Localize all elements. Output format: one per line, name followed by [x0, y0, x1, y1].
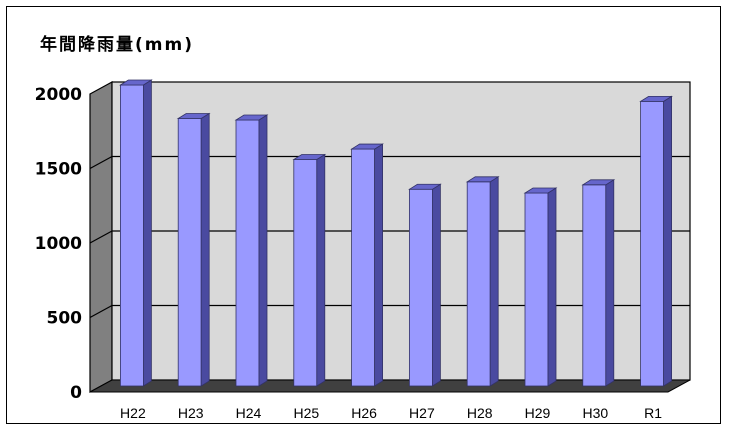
x-tick-label: H23 — [178, 405, 204, 421]
bar — [639, 95, 673, 387]
y-axis-ticks: 0 500 1000 1500 2000 — [35, 85, 82, 403]
x-tick-label: H28 — [467, 405, 493, 421]
bar — [465, 176, 500, 387]
x-axis-ticks: H22 H23 H24 H25 H26 H27 H28 H29 H30 R1 — [120, 405, 662, 421]
bar-front — [120, 84, 144, 387]
bar-front — [524, 192, 549, 387]
bar-top — [581, 179, 616, 186]
bars — [119, 79, 673, 387]
bar-top — [234, 114, 269, 121]
bar — [523, 187, 558, 387]
bar-side — [200, 112, 210, 387]
bar-front — [177, 118, 202, 387]
bar-side — [663, 95, 672, 387]
bar — [292, 153, 327, 387]
bar-front — [582, 184, 607, 387]
bar-side — [142, 79, 152, 387]
y-tick-label: 1500 — [35, 160, 82, 180]
bar-side — [431, 183, 441, 387]
x-tick-label: R1 — [644, 405, 662, 421]
x-tick-label: H30 — [582, 405, 608, 421]
bar-side — [316, 153, 326, 387]
bar-front — [235, 119, 260, 387]
bar-front — [351, 148, 376, 387]
x-tick-label: H22 — [120, 405, 146, 421]
bar — [119, 79, 153, 387]
bar-side — [605, 179, 615, 387]
bar-side — [258, 114, 268, 387]
bar-front — [466, 181, 491, 387]
bar-top — [292, 154, 327, 160]
x-tick-label: H27 — [409, 405, 435, 421]
bar-top — [639, 95, 673, 102]
bar-top — [465, 176, 500, 183]
x-tick-label: H26 — [351, 405, 377, 421]
bar — [408, 183, 442, 387]
bar-top — [408, 183, 442, 190]
bar — [581, 179, 616, 387]
y-tick-label: 0 — [70, 383, 82, 403]
gridline-side — [89, 155, 113, 170]
bar-top — [119, 79, 153, 86]
y-tick-label: 500 — [47, 309, 83, 329]
bar-side — [374, 143, 384, 387]
bar-side — [489, 176, 499, 387]
x-tick-label: H29 — [525, 405, 551, 421]
bar-top — [176, 113, 211, 119]
bar-top — [350, 143, 384, 150]
bar-top — [523, 187, 558, 194]
bar — [350, 143, 384, 387]
bar — [234, 114, 269, 387]
gridline-side — [89, 230, 113, 244]
y-tick-label: 1000 — [35, 234, 82, 254]
gridline-side — [89, 304, 113, 319]
bar-front — [640, 100, 664, 387]
x-tick-label: H25 — [293, 405, 319, 421]
bar-side — [547, 187, 557, 387]
x-tick-label: H24 — [236, 405, 262, 421]
bar-front — [408, 188, 433, 387]
chart-title: 年間降雨量(mm) — [40, 35, 194, 55]
bar — [176, 112, 211, 387]
bar-front — [293, 159, 318, 387]
y-tick-label: 2000 — [35, 85, 82, 105]
